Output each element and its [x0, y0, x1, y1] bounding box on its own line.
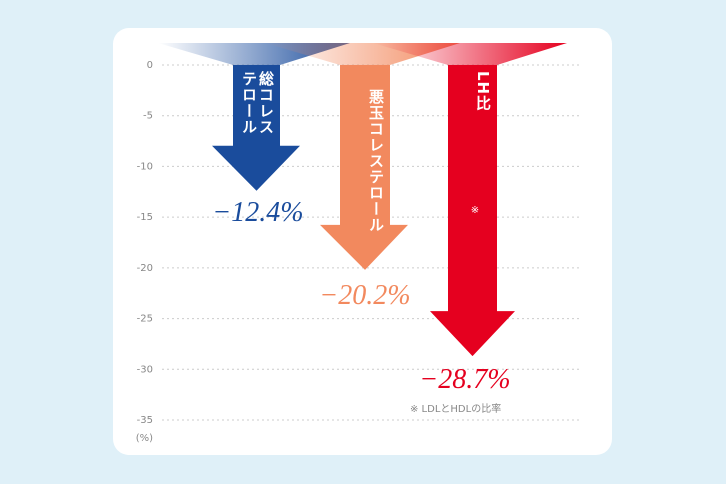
y-tick-label: -30: [137, 364, 153, 375]
y-tick-label: -20: [137, 263, 153, 274]
y-tick-label: -10: [137, 161, 153, 172]
footnote: ※ LDLとHDLの比率: [410, 402, 501, 415]
value-label: −12.4%: [212, 197, 304, 228]
y-axis-unit: (%): [136, 433, 153, 444]
y-tick-label: -35: [137, 415, 153, 426]
series-name: LH比: [474, 71, 492, 112]
arrow-tail: [373, 43, 567, 65]
arrow: [212, 65, 300, 191]
series-name: 悪玉コレステロール: [367, 89, 385, 233]
note-mark: ※: [469, 205, 481, 217]
series-name: 総コレステロール: [240, 71, 275, 135]
y-tick-label: 0: [147, 60, 153, 71]
y-tick-label: -15: [137, 212, 153, 223]
arrow: [320, 65, 408, 270]
value-label: −20.2%: [319, 280, 411, 311]
y-tick-label: -5: [143, 111, 153, 122]
y-tick-label: -25: [137, 314, 153, 325]
value-label: −28.7%: [419, 364, 511, 395]
arrow: [430, 65, 515, 357]
